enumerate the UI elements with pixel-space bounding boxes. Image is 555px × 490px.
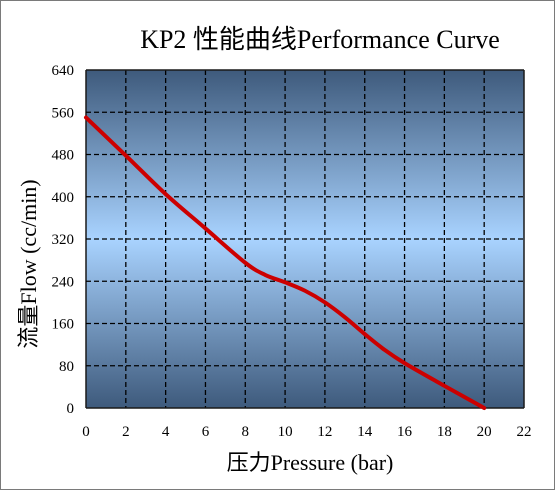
y-tick-label: 640 [52,63,75,79]
x-tick-label: 12 [317,424,332,440]
chart-title: KP2 性能曲线Performance Curve [140,25,500,54]
y-tick-label: 240 [52,274,75,290]
y-tick-label: 0 [67,401,75,417]
y-tick-label: 400 [52,190,75,206]
x-tick-label: 10 [278,424,293,440]
x-tick-label: 0 [82,424,90,440]
x-tick-labels: 0 2 4 6 8 10 12 14 16 18 20 22 [82,424,531,440]
y-tick-label: 480 [52,148,75,164]
x-tick-label: 14 [357,424,373,440]
x-tick-label: 16 [397,424,413,440]
x-tick-label: 20 [477,424,492,440]
x-tick-label: 2 [122,424,130,440]
y-tick-label: 560 [52,105,75,121]
series-line-flow [84,115,487,410]
x-tick-label: 6 [202,424,210,440]
x-axis-label: 压力Pressure (bar) [227,450,394,475]
x-tick-label: 4 [162,424,170,440]
x-tick-label: 22 [517,424,532,440]
x-tick-label: 8 [242,424,250,440]
y-tick-label: 80 [59,359,74,375]
y-tick-label: 160 [52,317,75,333]
y-tick-label: 320 [52,232,75,248]
grid-lines [85,69,525,409]
y-axis-label: 流量Flow (cc/min) [16,179,41,348]
y-tick-labels: 0 80 160 240 320 400 480 560 640 [52,63,75,417]
x-tick-label: 18 [437,424,452,440]
